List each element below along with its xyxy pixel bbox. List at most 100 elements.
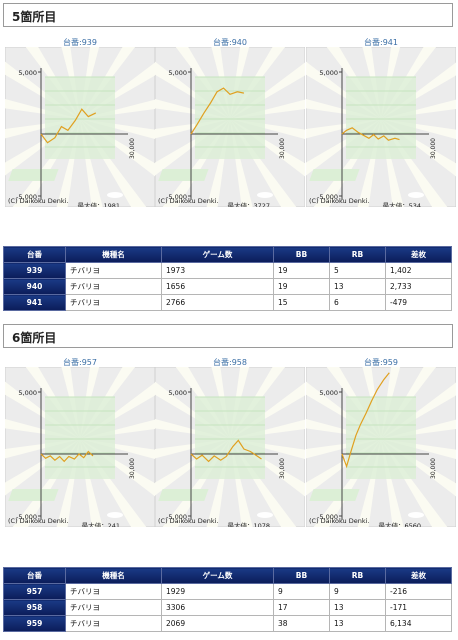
chart-caption[interactable]: 台番:958 <box>213 358 247 367</box>
series-line <box>341 127 400 141</box>
cell-coins: -171 <box>385 599 452 616</box>
cell-name: チバリヨ <box>65 294 162 311</box>
header-coins: 差枚 <box>385 567 452 584</box>
tick-label: 5,000 <box>18 69 37 77</box>
cell-id[interactable]: 959 <box>3 615 66 632</box>
table-row: 940 チバリヨ 1656 19 13 2,733 <box>3 278 452 295</box>
tick-label: -5,000 <box>166 513 187 521</box>
tick-label: -5,000 <box>317 193 338 201</box>
tick-label: 30,000 <box>129 138 136 159</box>
tick-label: -5,000 <box>16 193 37 201</box>
tick-label: 5,000 <box>18 389 37 397</box>
max-value-label: 最大値：534 <box>383 201 421 207</box>
tick-label: 5,000 <box>168 69 187 77</box>
tick-label: 5,000 <box>168 389 187 397</box>
series-line <box>40 108 97 144</box>
series-line <box>190 439 262 463</box>
cell-id[interactable]: 939 <box>3 262 66 279</box>
copyright-label: (C) Daikoku Denki. <box>158 517 219 525</box>
cell-id[interactable]: 940 <box>3 278 66 295</box>
tick-label: -5,000 <box>166 193 187 201</box>
cell-games: 2069 <box>161 615 274 632</box>
cell-bb: 15 <box>273 294 330 311</box>
tick-label: 5,000 <box>319 69 338 77</box>
machine-table: 台番 機種名 ゲーム数 BB RB 差枚 939 チバリヨ 1973 19 5 1,402… <box>3 246 452 311</box>
section-title: 5箇所目 <box>3 3 453 27</box>
header-bb: BB <box>273 567 330 584</box>
tick-label: 5,000 <box>319 389 338 397</box>
tick-label: 30,000 <box>430 138 437 159</box>
cell-id[interactable]: 958 <box>3 599 66 616</box>
header-rb: RB <box>329 246 386 263</box>
tick-label: 30,000 <box>279 458 286 479</box>
cell-games: 3306 <box>161 599 274 616</box>
max-value-label: 最大値：241 <box>82 521 120 527</box>
chart-caption[interactable]: 台番:941 <box>364 38 398 47</box>
tick-label: 30,000 <box>279 138 286 159</box>
slump-graph: 5,000 -5,000 30,000 最大値：3727 (C) Daikoku Den… <box>155 47 305 207</box>
slump-graph: 5,000 -5,000 30,000 最大値：1078 (C) Daikoku Den… <box>155 367 305 527</box>
machine-table: 台番 機種名 ゲーム数 BB RB 差枚 957 チバリヨ 1929 9 9 -216 95… <box>3 567 452 632</box>
cell-name: チバリヨ <box>65 278 162 295</box>
series-line <box>341 372 390 469</box>
copyright-label: (C) Daikoku Denki. <box>309 517 370 525</box>
series-line <box>190 87 245 135</box>
copyright-label: (C) Daikoku Denki. <box>158 197 219 205</box>
header-bb: BB <box>273 246 330 263</box>
max-value-label: 最大値：3727 <box>227 201 270 207</box>
tick-label: 30,000 <box>129 458 136 479</box>
cell-id[interactable]: 957 <box>3 583 66 600</box>
slump-graph: 5,000 -5,000 30,000 最大値：241 (C) Daikoku Denk… <box>5 367 155 527</box>
cell-rb: 13 <box>329 615 386 632</box>
header-games: ゲーム数 <box>161 246 274 263</box>
cell-games: 1656 <box>161 278 274 295</box>
chart-caption[interactable]: 台番:959 <box>364 358 398 367</box>
tick-label: -5,000 <box>16 513 37 521</box>
tick-label: 30,000 <box>430 458 437 479</box>
cell-coins: -216 <box>385 583 452 600</box>
cell-games: 1973 <box>161 262 274 279</box>
cell-coins: 6,134 <box>385 615 452 632</box>
chart-caption[interactable]: 台番:940 <box>213 38 247 47</box>
chart-caption[interactable]: 台番:939 <box>63 38 97 47</box>
header-name: 機種名 <box>65 567 162 584</box>
header-id: 台番 <box>3 567 66 584</box>
cell-rb: 6 <box>329 294 386 311</box>
series-line <box>40 450 94 463</box>
header-coins: 差枚 <box>385 246 452 263</box>
slump-graph: 5,000 -5,000 30,000 最大値：6560 (C) Daikoku Den… <box>306 367 456 527</box>
cell-coins: 1,402 <box>385 262 452 279</box>
copyright-label: (C) Daikoku Denki. <box>309 197 370 205</box>
cell-name: チバリヨ <box>65 615 162 632</box>
cell-bb: 19 <box>273 262 330 279</box>
max-value-label: 最大値：6560 <box>378 521 421 527</box>
table-row: 941 チバリヨ 2766 15 6 -479 <box>3 294 452 311</box>
cell-bb: 19 <box>273 278 330 295</box>
header-rb: RB <box>329 567 386 584</box>
cell-name: チバリヨ <box>65 583 162 600</box>
chart-caption[interactable]: 台番:957 <box>63 358 97 367</box>
header-id: 台番 <box>3 246 66 263</box>
cell-coins: -479 <box>385 294 452 311</box>
cell-bb: 38 <box>273 615 330 632</box>
cell-rb: 5 <box>329 262 386 279</box>
cell-bb: 9 <box>273 583 330 600</box>
copyright-label: (C) Daikoku Denki. <box>8 517 69 525</box>
max-value-label: 最大値：1981 <box>77 201 120 207</box>
cell-name: チバリヨ <box>65 599 162 616</box>
table-row: 957 チバリヨ 1929 9 9 -216 <box>3 583 452 600</box>
tick-label: -5,000 <box>317 513 338 521</box>
cell-bb: 17 <box>273 599 330 616</box>
cell-name: チバリヨ <box>65 262 162 279</box>
cell-rb: 9 <box>329 583 386 600</box>
table-row: 939 チバリヨ 1973 19 5 1,402 <box>3 262 452 279</box>
cell-games: 1929 <box>161 583 274 600</box>
cell-id[interactable]: 941 <box>3 294 66 311</box>
section-title: 6箇所目 <box>3 324 453 348</box>
slump-graph: 5,000 -5,000 30,000 最大値：534 (C) Daikoku Denk… <box>306 47 456 207</box>
cell-coins: 2,733 <box>385 278 452 295</box>
table-row: 958 チバリヨ 3306 17 13 -171 <box>3 599 452 616</box>
cell-rb: 13 <box>329 278 386 295</box>
header-name: 機種名 <box>65 246 162 263</box>
copyright-label: (C) Daikoku Denki. <box>8 197 69 205</box>
